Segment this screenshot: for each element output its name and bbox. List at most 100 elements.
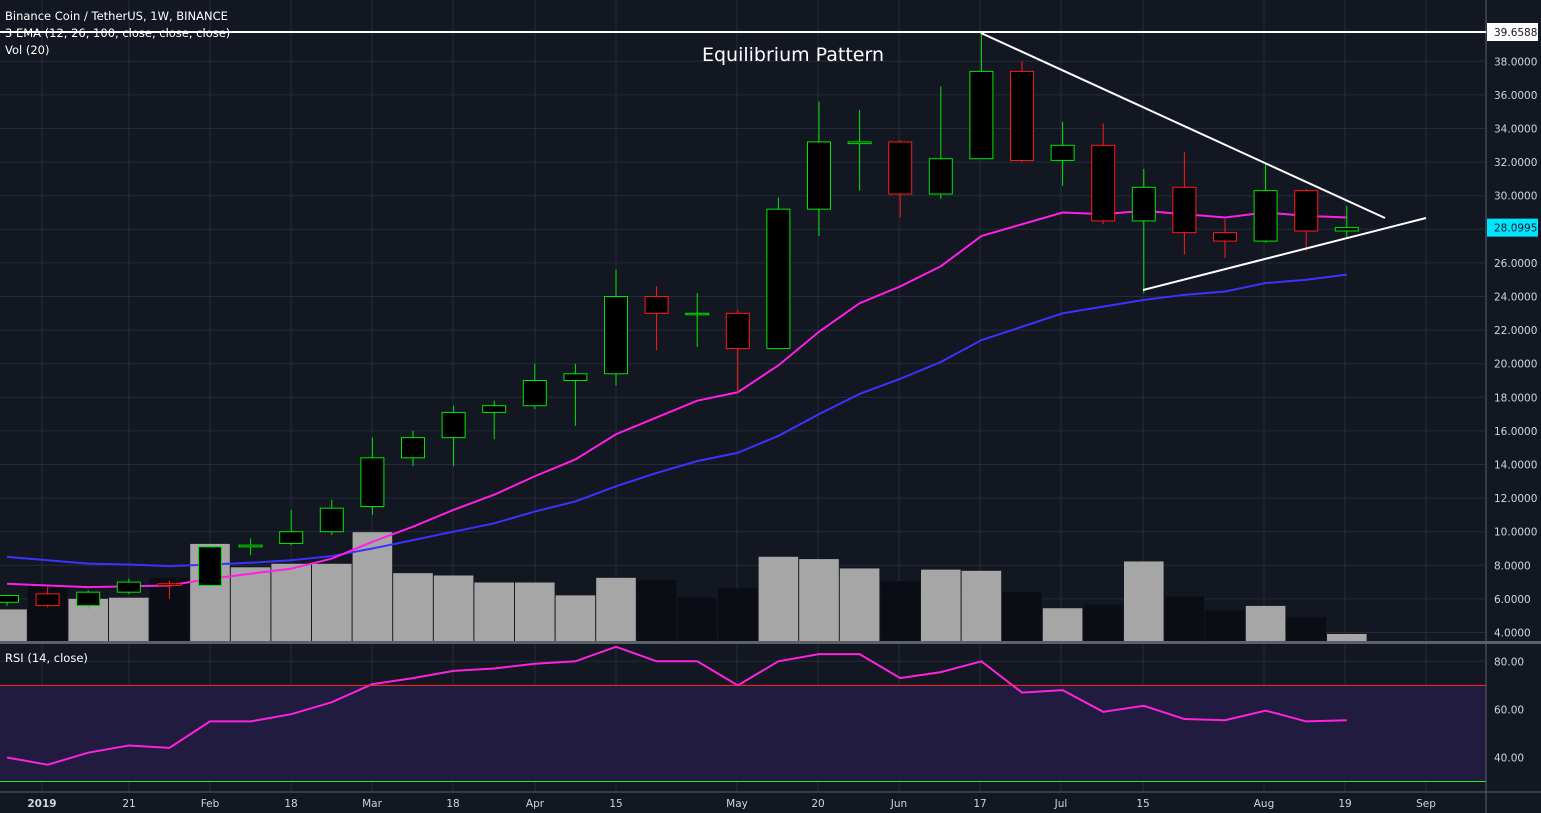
candle-body (604, 296, 628, 375)
volume-bar (677, 597, 717, 641)
volume-bar (1002, 591, 1042, 641)
volume-bar (1205, 610, 1245, 641)
price-tick-label: 20.0000 (1494, 359, 1537, 371)
time-tick-label: Aug (1254, 798, 1275, 810)
ema-26-series (6, 273, 1347, 568)
candle[interactable] (1253, 163, 1278, 243)
volume-bar (1286, 617, 1326, 641)
candle[interactable] (766, 197, 791, 350)
candle[interactable] (847, 110, 872, 191)
volume-bar (799, 559, 839, 641)
price-tick-label: 4.0000 (1494, 628, 1531, 640)
price-tick-label: 36.0000 (1494, 90, 1537, 102)
candle[interactable] (76, 590, 101, 609)
candle[interactable] (888, 140, 913, 218)
candle[interactable] (1294, 188, 1319, 252)
last-price-label-bg (1487, 218, 1538, 237)
rsi-overbought-oversold-band (0, 685, 1486, 782)
candle[interactable] (969, 32, 994, 160)
candle[interactable] (563, 363, 588, 426)
candle[interactable] (441, 405, 466, 467)
price-tick-label: 34.0000 (1494, 124, 1537, 136)
rsi-series (6, 645, 1347, 766)
candle-body (35, 593, 60, 607)
symbol-legend[interactable]: Binance Coin / TetherUS, 1W, BINANCE (5, 9, 228, 23)
price-tick-label: 18.0000 (1494, 392, 1537, 404)
price-tick-label: 24.0000 (1494, 292, 1537, 304)
candle[interactable] (360, 437, 385, 515)
candle[interactable] (238, 538, 263, 556)
candle[interactable] (725, 309, 750, 393)
candle-body (1253, 190, 1278, 242)
volume-legend[interactable]: Vol (20) (5, 43, 50, 57)
volume-bar (1124, 561, 1164, 641)
volume-bar (961, 570, 1002, 641)
candle-body (1213, 232, 1237, 242)
volume-bar (718, 588, 758, 641)
candle[interactable] (198, 545, 222, 588)
resistance-trendline (980, 32, 1386, 219)
candle-body (0, 595, 19, 603)
candle[interactable] (1213, 219, 1237, 258)
candlesticks[interactable] (0, 32, 1359, 609)
candle[interactable] (279, 509, 304, 546)
time-tick-label: Feb (201, 798, 220, 810)
candle[interactable] (1050, 121, 1075, 186)
price-tick-label: 16.0000 (1494, 426, 1537, 438)
price-tick-label: 38.0000 (1494, 56, 1537, 68)
time-tick-label: 18 (446, 798, 459, 810)
candle-body (847, 141, 872, 145)
candle-body (76, 591, 101, 607)
price-tick-label: 32.0000 (1494, 157, 1537, 169)
candle-body (1050, 144, 1075, 161)
candle[interactable] (1334, 205, 1359, 238)
candle-body (482, 405, 507, 413)
candle[interactable] (0, 595, 19, 606)
candle-body (888, 141, 913, 195)
candle[interactable] (685, 293, 710, 347)
candle[interactable] (928, 86, 953, 200)
candle-body (1334, 227, 1359, 232)
candle[interactable] (116, 578, 141, 594)
volume-bar (109, 597, 149, 641)
candle[interactable] (644, 286, 669, 351)
candle[interactable] (1131, 168, 1156, 294)
time-tick-label: 18 (284, 798, 297, 810)
candle-body (1294, 190, 1319, 232)
rsi-line (6, 645, 1347, 766)
candle[interactable] (401, 430, 425, 467)
candle-body (441, 411, 466, 439)
candle[interactable] (1091, 123, 1116, 225)
price-tick-label: 14.0000 (1494, 460, 1537, 472)
candle[interactable] (1172, 152, 1197, 255)
candle[interactable] (807, 101, 831, 237)
candle-body (969, 70, 994, 160)
support-trendline (1142, 217, 1427, 291)
volume-bar (636, 580, 677, 641)
time-tick-label: 20 (811, 798, 824, 810)
candle-body (725, 312, 750, 350)
ema-legend[interactable]: 3 EMA (12, 26, 100, close, close, close) (5, 26, 231, 40)
candle[interactable] (35, 587, 60, 608)
candle-body (157, 583, 182, 586)
candle-body (807, 141, 831, 210)
candle[interactable] (319, 499, 344, 536)
triangle-pattern-lines (980, 32, 1427, 291)
candle-body (279, 531, 304, 544)
rsi-legend[interactable]: RSI (14, close) (5, 651, 88, 665)
candle[interactable] (157, 580, 182, 599)
candle-body (319, 507, 344, 533)
candle[interactable] (1010, 61, 1034, 163)
volume-bar (474, 582, 514, 641)
volume-bar (1164, 596, 1205, 641)
candle[interactable] (482, 400, 507, 440)
time-tick-label: Jul (1054, 798, 1068, 810)
last-price-label: 28.0995 (1494, 223, 1537, 235)
rsi-tick-label: 60.00 (1494, 704, 1524, 716)
candle[interactable] (604, 269, 628, 386)
candle-body (1010, 70, 1034, 161)
candle[interactable] (522, 363, 547, 410)
candle-body (401, 437, 425, 459)
